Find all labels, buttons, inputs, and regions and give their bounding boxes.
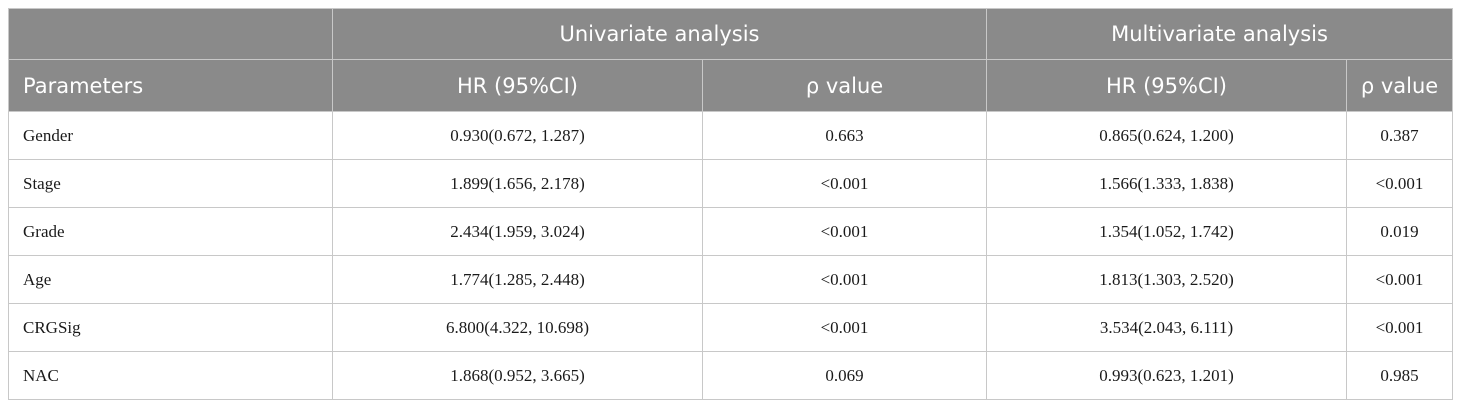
- header-group-row: Univariate analysis Multivariate analysi…: [8, 8, 1454, 60]
- univariate-p-cell: <0.001: [701, 255, 988, 304]
- header-empty-cell: [8, 8, 333, 60]
- table-row: CRGSig 6.800(4.322, 10.698) <0.001 3.534…: [8, 303, 1454, 352]
- parameter-cell: Stage: [8, 159, 333, 208]
- table-row: NAC 1.868(0.952, 3.665) 0.069 0.993(0.62…: [8, 351, 1454, 400]
- multivariate-p-cell: <0.001: [1346, 255, 1454, 304]
- univariate-p-cell: <0.001: [701, 159, 988, 208]
- multivariate-p-cell: 0.387: [1346, 111, 1454, 160]
- univariate-p-cell: <0.001: [701, 303, 988, 352]
- header-univariate-group: Univariate analysis: [331, 8, 988, 60]
- univariate-hr-cell: 1.868(0.952, 3.665): [332, 351, 703, 400]
- parameter-cell: Gender: [8, 111, 333, 160]
- parameter-cell: CRGSig: [8, 303, 333, 352]
- table-row: Stage 1.899(1.656, 2.178) <0.001 1.566(1…: [8, 159, 1454, 208]
- header-column-row: Parameters HR (95%CI) ρ value HR (95%CI)…: [8, 59, 1454, 112]
- header-univariate-hr: HR (95%CI): [332, 59, 703, 112]
- multivariate-hr-cell: 0.993(0.623, 1.201): [986, 351, 1348, 400]
- multivariate-p-cell: <0.001: [1346, 159, 1454, 208]
- results-table-container: Univariate analysis Multivariate analysi…: [8, 8, 1454, 400]
- multivariate-hr-cell: 1.354(1.052, 1.742): [986, 207, 1348, 256]
- cox-regression-table: Univariate analysis Multivariate analysi…: [8, 8, 1454, 400]
- table-row: Gender 0.930(0.672, 1.287) 0.663 0.865(0…: [8, 111, 1454, 160]
- multivariate-hr-cell: 0.865(0.624, 1.200): [986, 111, 1348, 160]
- header-multivariate-hr: HR (95%CI): [986, 59, 1348, 112]
- header-multivariate-p: ρ value: [1346, 59, 1454, 112]
- multivariate-hr-cell: 1.813(1.303, 2.520): [986, 255, 1348, 304]
- header-multivariate-group: Multivariate analysis: [986, 8, 1454, 60]
- table-header: Univariate analysis Multivariate analysi…: [8, 8, 1454, 112]
- table-row: Grade 2.434(1.959, 3.024) <0.001 1.354(1…: [8, 207, 1454, 256]
- table-row: Age 1.774(1.285, 2.448) <0.001 1.813(1.3…: [8, 255, 1454, 304]
- multivariate-hr-cell: 3.534(2.043, 6.111): [986, 303, 1348, 352]
- univariate-hr-cell: 6.800(4.322, 10.698): [332, 303, 703, 352]
- multivariate-p-cell: 0.985: [1346, 351, 1454, 400]
- header-univariate-p: ρ value: [701, 59, 988, 112]
- table-body: Gender 0.930(0.672, 1.287) 0.663 0.865(0…: [8, 111, 1454, 400]
- multivariate-p-cell: <0.001: [1346, 303, 1454, 352]
- univariate-hr-cell: 0.930(0.672, 1.287): [332, 111, 703, 160]
- univariate-p-cell: <0.001: [701, 207, 988, 256]
- header-parameters: Parameters: [8, 59, 333, 112]
- univariate-hr-cell: 1.899(1.656, 2.178): [332, 159, 703, 208]
- multivariate-hr-cell: 1.566(1.333, 1.838): [986, 159, 1348, 208]
- univariate-hr-cell: 1.774(1.285, 2.448): [332, 255, 703, 304]
- univariate-p-cell: 0.663: [701, 111, 988, 160]
- multivariate-p-cell: 0.019: [1346, 207, 1454, 256]
- univariate-p-cell: 0.069: [701, 351, 988, 400]
- parameter-cell: Age: [8, 255, 333, 304]
- parameter-cell: NAC: [8, 351, 333, 400]
- parameter-cell: Grade: [8, 207, 333, 256]
- univariate-hr-cell: 2.434(1.959, 3.024): [332, 207, 703, 256]
